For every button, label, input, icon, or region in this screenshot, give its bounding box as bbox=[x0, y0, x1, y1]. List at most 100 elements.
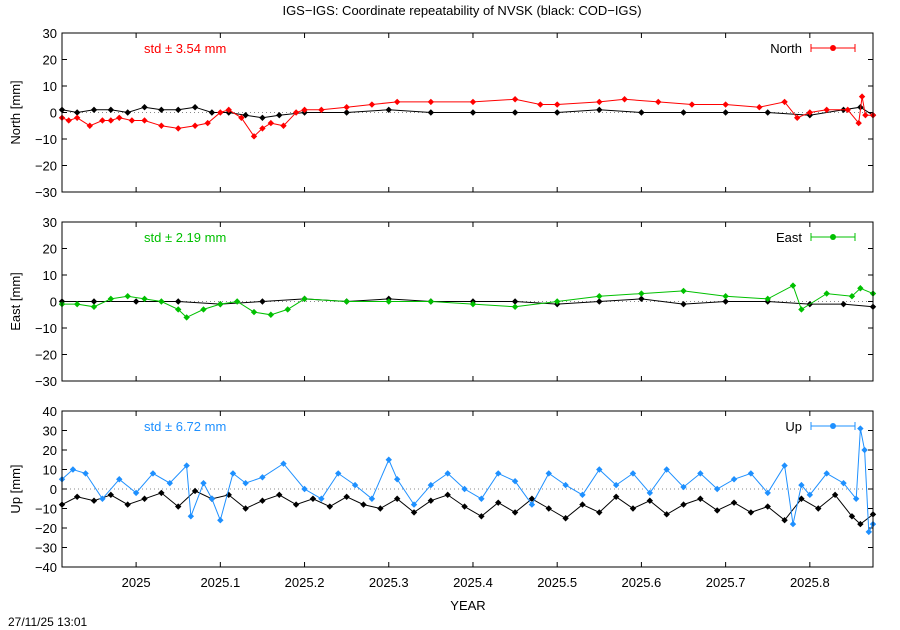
data-point bbox=[680, 300, 687, 308]
data-point bbox=[90, 303, 98, 310]
data-point bbox=[655, 98, 662, 106]
data-point bbox=[427, 497, 435, 504]
data-point bbox=[596, 466, 603, 473]
data-point bbox=[82, 470, 89, 477]
legend-label: East bbox=[776, 230, 802, 245]
y-tick-label: −40 bbox=[35, 560, 57, 575]
data-point bbox=[553, 101, 561, 108]
x-tick-label: 2025.1 bbox=[200, 575, 240, 590]
data-point bbox=[722, 109, 729, 116]
series-line bbox=[62, 298, 874, 308]
data-point bbox=[823, 290, 830, 297]
data-point bbox=[183, 314, 190, 321]
x-tick-label: 2025.4 bbox=[453, 575, 493, 590]
data-point bbox=[158, 122, 165, 129]
y-tick-label: 0 bbox=[50, 106, 57, 121]
data-point bbox=[149, 470, 157, 477]
data-point bbox=[495, 499, 502, 506]
data-point bbox=[840, 479, 847, 487]
data-point bbox=[191, 104, 199, 111]
data-point bbox=[781, 462, 788, 469]
data-point bbox=[326, 503, 334, 510]
data-point bbox=[461, 485, 468, 493]
data-point bbox=[789, 282, 797, 289]
data-point bbox=[579, 491, 586, 499]
data-point bbox=[596, 98, 603, 106]
data-point bbox=[844, 106, 851, 114]
data-point bbox=[229, 470, 237, 477]
data-point bbox=[141, 495, 148, 502]
data-point bbox=[377, 505, 384, 512]
data-point bbox=[511, 298, 519, 305]
y-tick-label: −10 bbox=[35, 132, 57, 147]
data-point bbox=[794, 114, 801, 121]
data-point bbox=[280, 122, 287, 129]
y-tick-label: 20 bbox=[43, 443, 57, 458]
data-point bbox=[175, 298, 182, 305]
data-point bbox=[427, 481, 435, 489]
data-point bbox=[217, 109, 224, 116]
data-point bbox=[284, 306, 291, 313]
data-point bbox=[90, 497, 98, 504]
data-point bbox=[511, 109, 519, 116]
data-point bbox=[756, 104, 763, 111]
data-point bbox=[596, 106, 603, 114]
data-point bbox=[175, 125, 182, 132]
y-tick-label: 40 bbox=[43, 404, 57, 419]
data-point bbox=[865, 528, 872, 536]
data-point bbox=[99, 495, 106, 502]
y-tick-label: 20 bbox=[43, 242, 57, 257]
data-point bbox=[858, 93, 866, 100]
data-point bbox=[798, 481, 805, 489]
data-point bbox=[175, 106, 182, 114]
data-point bbox=[857, 425, 864, 432]
data-point bbox=[789, 520, 797, 528]
data-point bbox=[528, 501, 536, 508]
std-label: std ± 2.19 mm bbox=[144, 230, 226, 245]
data-point bbox=[276, 491, 283, 499]
data-point bbox=[861, 446, 868, 454]
data-point bbox=[697, 470, 704, 477]
y-tick-label: 10 bbox=[43, 463, 57, 478]
data-point bbox=[722, 298, 729, 305]
data-point bbox=[318, 106, 325, 114]
data-point bbox=[141, 117, 148, 124]
data-point bbox=[646, 497, 654, 504]
data-point bbox=[158, 106, 165, 114]
data-point bbox=[73, 109, 81, 116]
legend-marker bbox=[830, 234, 836, 240]
data-point bbox=[242, 111, 249, 119]
data-point bbox=[301, 106, 308, 114]
data-point bbox=[175, 306, 182, 313]
legend-label: Up bbox=[785, 419, 802, 434]
x-axis-label: YEAR bbox=[450, 598, 485, 613]
data-point bbox=[798, 495, 805, 502]
data-point bbox=[511, 478, 519, 485]
chart-title: IGS−IGS: Coordinate repeatability of NVS… bbox=[282, 3, 641, 18]
data-point bbox=[680, 501, 687, 508]
data-point bbox=[553, 109, 561, 116]
data-point bbox=[714, 485, 721, 493]
data-point bbox=[461, 503, 468, 510]
data-point bbox=[857, 520, 864, 528]
data-point bbox=[638, 290, 645, 297]
data-point bbox=[393, 495, 401, 502]
data-point bbox=[511, 96, 519, 103]
y-tick-label: 10 bbox=[43, 79, 57, 94]
std-label: std ± 6.72 mm bbox=[144, 419, 226, 434]
data-point bbox=[107, 491, 115, 499]
data-point bbox=[124, 501, 131, 508]
data-point bbox=[680, 483, 687, 491]
data-point bbox=[781, 98, 788, 106]
data-point bbox=[663, 466, 670, 473]
timestamp: 27/11/25 13:01 bbox=[8, 615, 88, 629]
legend-marker bbox=[830, 45, 836, 51]
data-point bbox=[259, 298, 266, 305]
data-point bbox=[368, 495, 376, 502]
data-point bbox=[747, 470, 755, 477]
data-point bbox=[242, 479, 249, 487]
data-point bbox=[141, 295, 148, 303]
y-tick-label: 0 bbox=[50, 295, 57, 310]
data-point bbox=[191, 122, 199, 129]
